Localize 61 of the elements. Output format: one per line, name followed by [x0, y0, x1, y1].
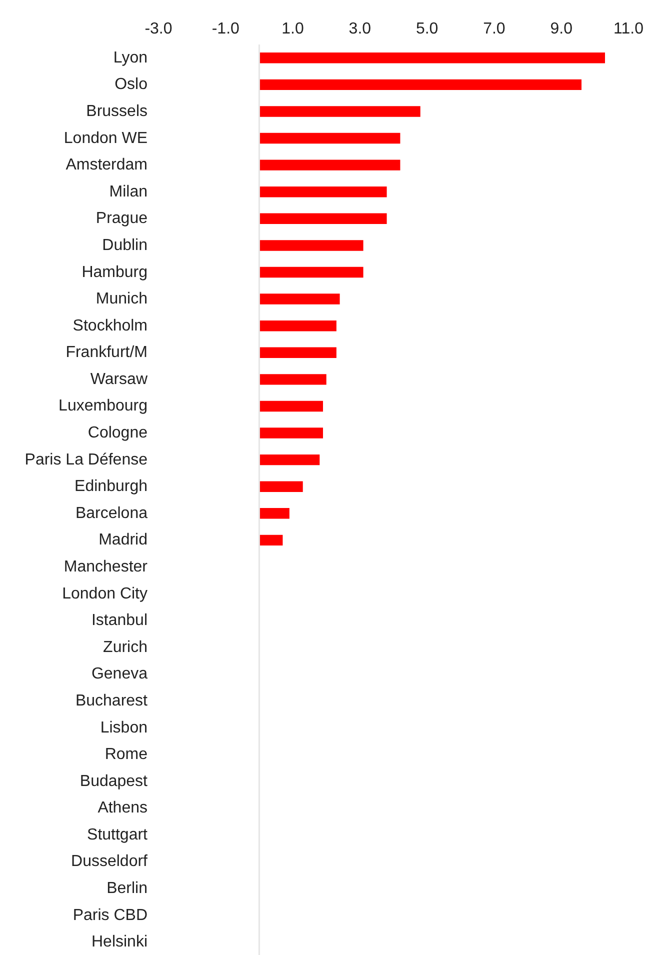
x-tick-label: 5.0 [416, 20, 438, 38]
y-tick-label: Frankfurt/M [66, 344, 148, 362]
bar [259, 347, 336, 358]
y-tick-label: London WE [64, 130, 148, 147]
y-tick-label: Brussels [86, 102, 148, 120]
y-tick-label: Oslo [114, 76, 148, 94]
y-tick-label: Prague [96, 210, 148, 228]
bar [259, 132, 400, 144]
y-tick-label: Edinburgh [74, 478, 148, 496]
y-tick-label: Madrid [98, 532, 148, 549]
bar [259, 481, 303, 492]
bar [259, 106, 420, 117]
x-tick-label: -3.0 [144, 20, 172, 38]
y-tick-label: Rome [104, 746, 148, 764]
bar [259, 400, 323, 412]
bar [259, 534, 283, 546]
bar [259, 79, 582, 90]
bar [259, 213, 387, 224]
y-tick-label: Hamburg [82, 264, 148, 281]
y-tick-label: Paris CBD [72, 906, 148, 924]
x-tick-label: 9.0 [550, 20, 573, 38]
bar [259, 428, 323, 438]
y-tick-label: Amsterdam [66, 156, 148, 174]
y-tick-label: Berlin [106, 880, 148, 898]
y-tick-label: Geneva [91, 666, 148, 683]
y-tick-label: Paris La Défense [24, 451, 148, 468]
y-tick-label: Dusseldorf [71, 853, 148, 870]
x-tick-label: -1.0 [212, 20, 240, 38]
x-tick-label: 3.0 [348, 20, 372, 38]
y-tick-label: Lyon [113, 49, 148, 66]
bar [259, 320, 336, 332]
y-tick-label: Dublin [102, 236, 148, 254]
y-tick-label: Milan [109, 183, 148, 200]
y-tick-label: Budapest [80, 772, 148, 790]
bar [259, 374, 326, 385]
x-tick-label: 1.0 [282, 20, 304, 38]
y-tick-label: Barcelona [75, 504, 148, 522]
y-tick-label: Warsaw [90, 370, 148, 388]
y-tick-label: Helsinki [91, 934, 148, 951]
bar [259, 508, 290, 519]
x-tick-label: 7.0 [483, 20, 506, 38]
y-tick-label: Istanbul [91, 612, 148, 630]
bar [259, 160, 400, 170]
y-tick-label: Zurich [103, 638, 148, 656]
y-tick-label: London City [62, 585, 148, 602]
y-tick-label: Stockholm [72, 317, 148, 334]
y-tick-label: Stuttgart [87, 826, 148, 844]
y-tick-label: Athens [98, 800, 148, 817]
y-tick-label: Bucharest [75, 692, 148, 710]
y-tick-label: Manchester [64, 558, 148, 576]
bar [259, 266, 364, 278]
y-tick-label: Cologne [88, 424, 148, 442]
y-tick-label: Luxembourg [58, 398, 148, 415]
x-tick-label: 11.0 [614, 20, 644, 38]
y-tick-label: Lisbon [100, 719, 148, 736]
bar [259, 294, 340, 304]
bar [259, 52, 605, 64]
bar [259, 240, 364, 251]
y-tick-label: Munich [96, 290, 148, 308]
bar [259, 186, 387, 198]
bar [259, 454, 320, 466]
